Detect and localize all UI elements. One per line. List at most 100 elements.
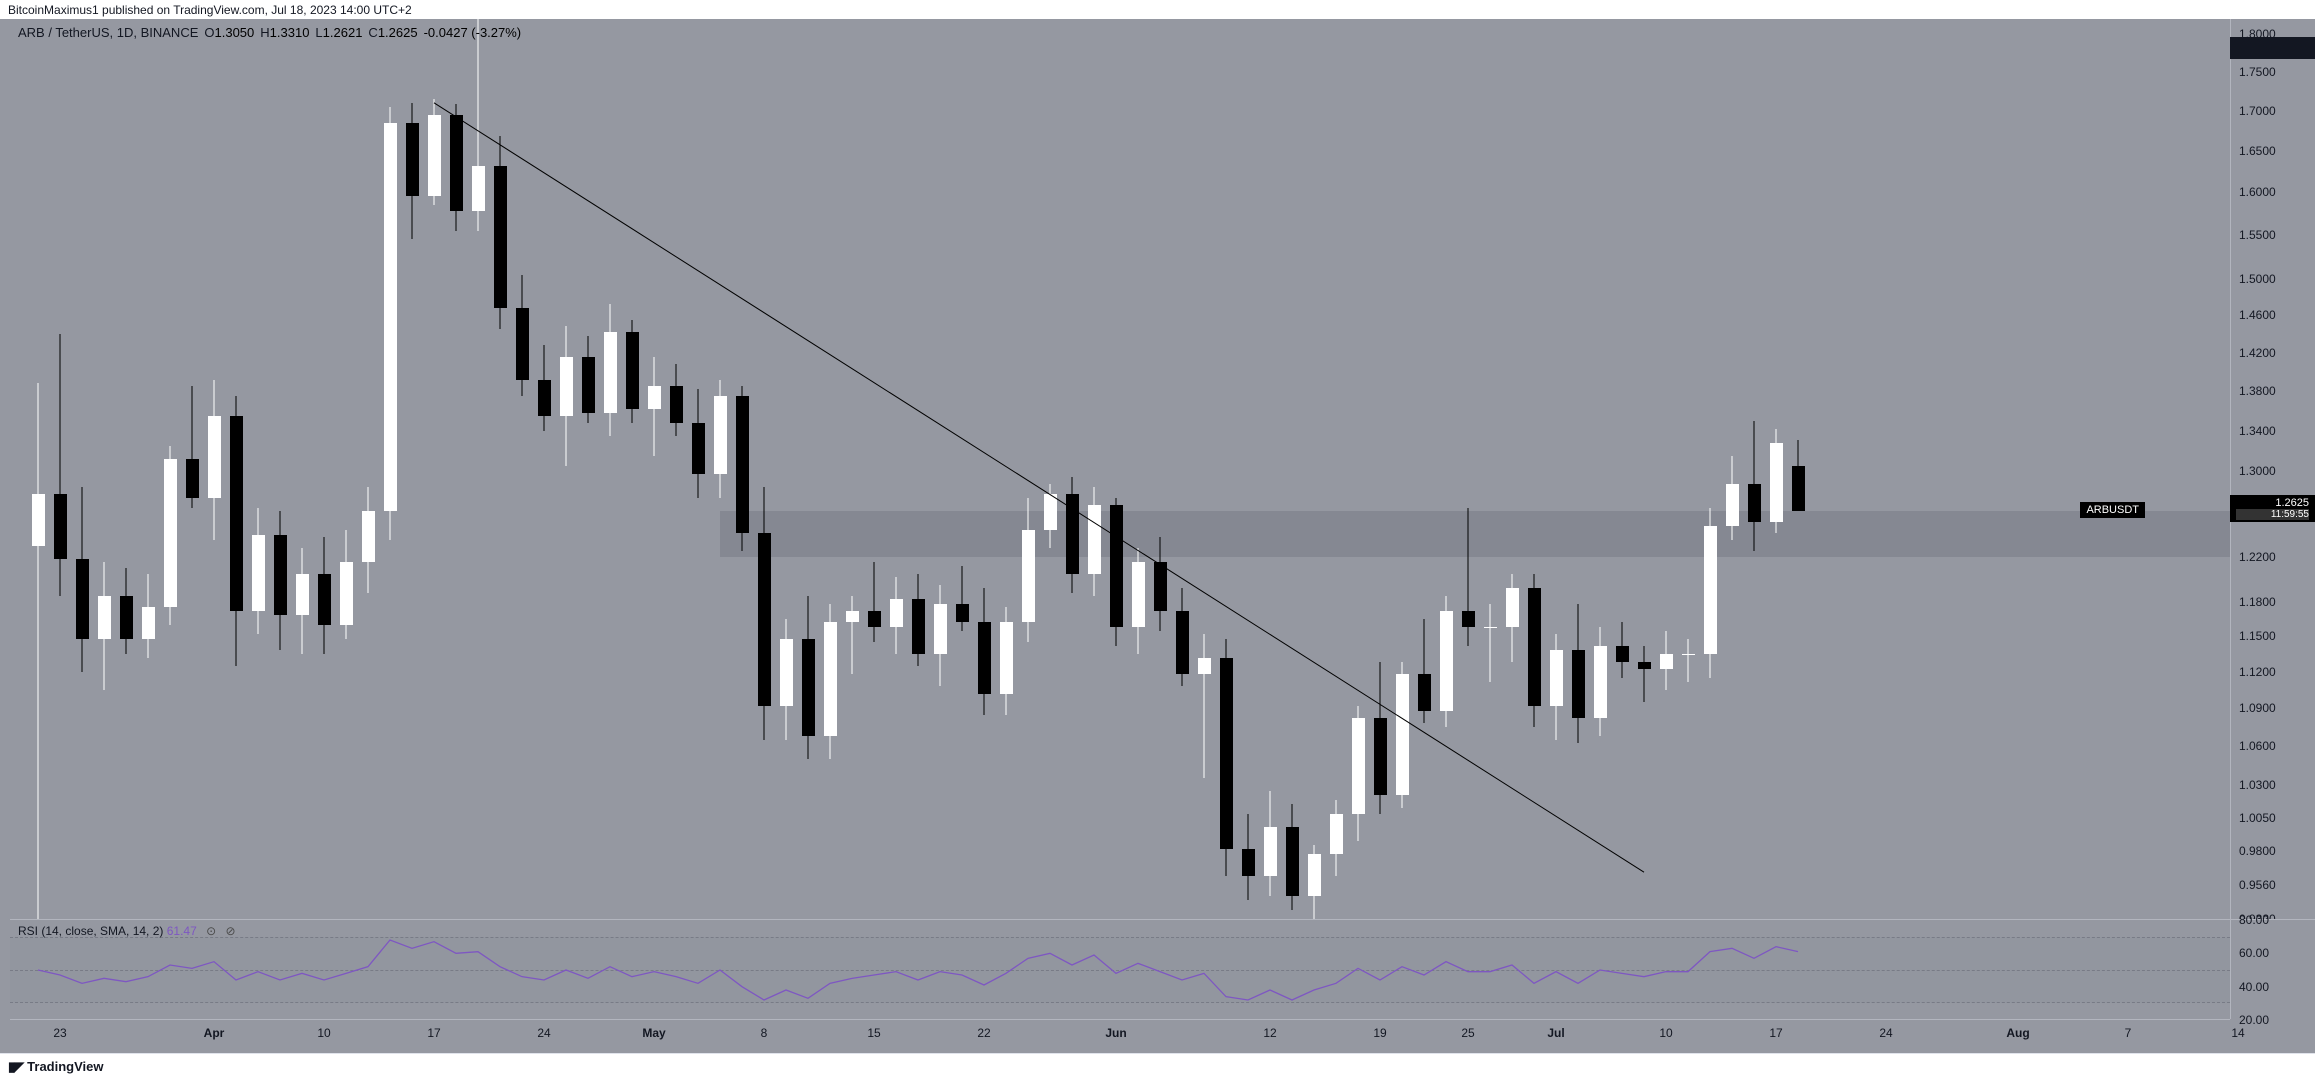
candle — [362, 19, 375, 919]
time-tick: 25 — [1461, 1026, 1474, 1040]
candle — [560, 19, 573, 919]
candle — [802, 19, 815, 919]
time-tick: 24 — [1879, 1026, 1892, 1040]
candle — [384, 19, 397, 919]
candle — [1506, 19, 1519, 919]
price-tick: 1.7000 — [2239, 104, 2276, 118]
ohlc-o-label: O1.3050 — [204, 25, 254, 40]
price-pane[interactable]: ARB / TetherUS, 1D, BINANCE O1.3050 H1.3… — [10, 19, 2230, 919]
candle — [76, 19, 89, 919]
candle — [142, 19, 155, 919]
candle — [780, 19, 793, 919]
candle — [1374, 19, 1387, 919]
candle — [604, 19, 617, 919]
candle — [1572, 19, 1585, 919]
time-tick: 7 — [2125, 1026, 2132, 1040]
publish-text: BitcoinMaximus1 published on TradingView… — [8, 3, 412, 17]
ohlc-l-label: L1.2621 — [315, 25, 362, 40]
candle — [1462, 19, 1475, 919]
candle — [32, 19, 45, 919]
candle — [1528, 19, 1541, 919]
time-tick: May — [642, 1026, 665, 1040]
time-axis[interactable]: 23Apr101724May81522Jun121925Jul101724Aug… — [10, 1019, 2230, 1053]
rsi-settings-icon[interactable]: ⊙ — [206, 924, 216, 938]
footer: ▮◤ TradingView — [0, 1053, 2315, 1079]
candle — [890, 19, 903, 919]
candle — [1220, 19, 1233, 919]
ohlc-h-label: H1.3310 — [260, 25, 309, 40]
candle — [824, 19, 837, 919]
price-tick: 1.3800 — [2239, 384, 2276, 398]
candle — [252, 19, 265, 919]
candle — [1308, 19, 1321, 919]
time-tick: 10 — [1659, 1026, 1672, 1040]
price-tick: 1.4600 — [2239, 308, 2276, 322]
price-tick: 1.2200 — [2239, 550, 2276, 564]
time-tick: 12 — [1263, 1026, 1276, 1040]
tradingview-logo-icon: ▮◤ — [8, 1059, 23, 1075]
rsi-tick: 60.00 — [2239, 946, 2269, 960]
time-tick: 15 — [867, 1026, 880, 1040]
publish-info: BitcoinMaximus1 published on TradingView… — [0, 0, 2315, 19]
price-tick: 1.1800 — [2239, 595, 2276, 609]
time-tick: Jun — [1105, 1026, 1126, 1040]
candle — [1682, 19, 1695, 919]
candle — [1792, 19, 1805, 919]
price-axis[interactable]: 1.80001.75001.70001.65001.60001.55001.50… — [2230, 19, 2315, 919]
candle — [1770, 19, 1783, 919]
candle — [1132, 19, 1145, 919]
time-tick: Jul — [1547, 1026, 1564, 1040]
change-value: -0.0427 (-3.27%) — [424, 25, 522, 40]
candle — [208, 19, 221, 919]
price-tick: 1.8000 — [2239, 27, 2276, 41]
candle — [494, 19, 507, 919]
price-tick: 0.9560 — [2239, 878, 2276, 892]
candle — [1154, 19, 1167, 919]
candle — [1352, 19, 1365, 919]
time-tick: 17 — [427, 1026, 440, 1040]
candle — [230, 19, 243, 919]
candle — [186, 19, 199, 919]
candle — [1638, 19, 1651, 919]
time-tick: 24 — [537, 1026, 550, 1040]
symbol-legend: ARB / TetherUS, 1D, BINANCE O1.3050 H1.3… — [18, 25, 521, 40]
candle — [1330, 19, 1343, 919]
candle — [538, 19, 551, 919]
candle — [1264, 19, 1277, 919]
candle — [1176, 19, 1189, 919]
support-zone[interactable] — [720, 511, 2230, 557]
rsi-legend: RSI (14, close, SMA, 14, 2) 61.47 ⊙ ⊘ — [18, 924, 236, 938]
time-tick: 17 — [1769, 1026, 1782, 1040]
rsi-tick: 40.00 — [2239, 980, 2269, 994]
candle — [1418, 19, 1431, 919]
candle — [1044, 19, 1057, 919]
candle — [1110, 19, 1123, 919]
candle — [1000, 19, 1013, 919]
candle — [516, 19, 529, 919]
price-tick: 1.6500 — [2239, 144, 2276, 158]
price-tick: 1.1500 — [2239, 629, 2276, 643]
candle — [1242, 19, 1255, 919]
candle — [1066, 19, 1079, 919]
price-tick: 1.7500 — [2239, 65, 2276, 79]
candle — [1198, 19, 1211, 919]
price-tick: 1.4200 — [2239, 346, 2276, 360]
rsi-midline — [10, 970, 2230, 971]
candle — [934, 19, 947, 919]
time-tick: Aug — [2006, 1026, 2029, 1040]
candle — [1396, 19, 1409, 919]
candle — [164, 19, 177, 919]
candle — [120, 19, 133, 919]
price-tick: 1.0050 — [2239, 811, 2276, 825]
candle — [736, 19, 749, 919]
price-tick: 1.5500 — [2239, 228, 2276, 242]
price-tick: 1.0900 — [2239, 701, 2276, 715]
price-tick: 1.0300 — [2239, 778, 2276, 792]
rsi-visibility-icon[interactable]: ⊘ — [226, 924, 236, 938]
price-tick: 1.0600 — [2239, 739, 2276, 753]
time-tick: 10 — [317, 1026, 330, 1040]
rsi-axis[interactable]: 80.0060.0040.0020.00 — [2230, 919, 2315, 1019]
rsi-value: 61.47 — [167, 924, 197, 938]
candle — [1726, 19, 1739, 919]
rsi-pane[interactable]: RSI (14, close, SMA, 14, 2) 61.47 ⊙ ⊘ — [10, 919, 2230, 1019]
